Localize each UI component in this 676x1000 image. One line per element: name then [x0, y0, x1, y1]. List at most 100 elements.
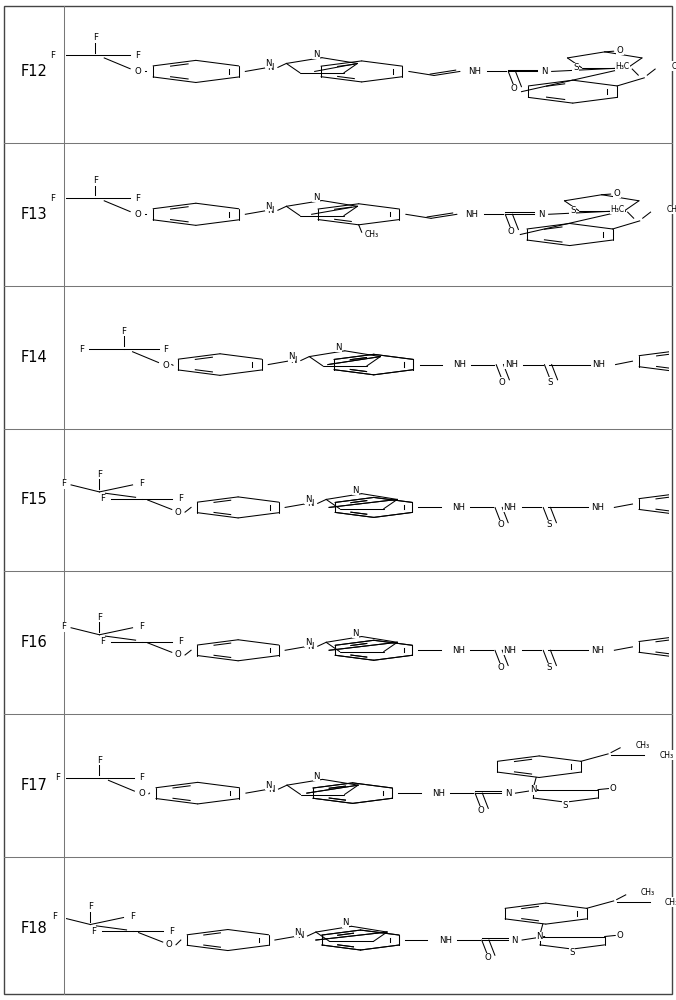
Text: CH₃: CH₃: [659, 751, 673, 760]
Text: F: F: [88, 902, 93, 911]
Text: N: N: [288, 352, 295, 361]
Text: F: F: [163, 345, 168, 354]
Text: F: F: [61, 479, 66, 488]
Text: NH: NH: [504, 503, 516, 512]
Text: F16: F16: [20, 635, 47, 650]
Text: NH: NH: [452, 503, 465, 512]
Text: N: N: [307, 642, 314, 651]
Text: F: F: [79, 345, 84, 354]
Text: F17: F17: [20, 778, 47, 793]
Text: O: O: [166, 940, 172, 949]
Text: CH₃: CH₃: [665, 898, 676, 907]
Text: N: N: [290, 356, 297, 365]
Text: O: O: [485, 953, 491, 962]
Text: CH₃: CH₃: [641, 888, 655, 897]
Text: F: F: [97, 470, 102, 479]
Text: F: F: [100, 637, 105, 646]
Text: N: N: [268, 785, 274, 794]
Text: F: F: [139, 479, 144, 488]
Text: CH₃: CH₃: [365, 230, 379, 239]
Text: O: O: [134, 210, 141, 219]
Text: N: N: [312, 193, 319, 202]
Text: N: N: [505, 789, 512, 798]
Text: O: O: [478, 806, 485, 815]
Text: N: N: [297, 931, 304, 940]
Text: O: O: [134, 67, 141, 76]
Text: O: O: [499, 378, 506, 387]
Text: F: F: [51, 51, 55, 60]
Text: F18: F18: [20, 921, 47, 936]
Text: NH: NH: [591, 646, 604, 655]
Text: O: O: [174, 508, 181, 517]
Text: O: O: [613, 189, 620, 198]
Text: S: S: [569, 948, 575, 957]
Text: N: N: [295, 928, 301, 937]
Text: F: F: [169, 927, 174, 936]
Text: N: N: [265, 202, 272, 211]
Text: F: F: [55, 773, 59, 782]
Text: F: F: [51, 912, 57, 921]
Text: N: N: [352, 629, 359, 638]
Text: NH: NH: [505, 360, 518, 369]
Text: NH: NH: [454, 360, 466, 369]
Text: F13: F13: [20, 207, 47, 222]
Text: F: F: [91, 927, 96, 936]
Text: H₃C: H₃C: [610, 205, 625, 214]
Text: F14: F14: [20, 350, 47, 365]
Text: NH: NH: [466, 210, 479, 219]
Text: N: N: [352, 486, 359, 495]
Text: N: N: [307, 499, 314, 508]
Text: F: F: [51, 194, 55, 203]
Text: F: F: [121, 327, 126, 336]
Text: O: O: [174, 650, 181, 659]
Text: S: S: [570, 206, 575, 215]
Text: N: N: [268, 63, 274, 72]
Text: N: N: [312, 50, 319, 59]
Text: F: F: [93, 33, 98, 42]
Text: N: N: [512, 936, 518, 945]
Text: N: N: [541, 67, 548, 76]
Text: NH: NH: [452, 646, 465, 655]
Text: F: F: [178, 494, 183, 503]
Text: N: N: [530, 785, 536, 794]
Text: N: N: [265, 59, 272, 68]
Text: H₃C: H₃C: [615, 62, 629, 71]
Text: N: N: [313, 772, 320, 781]
Text: NH: NH: [504, 646, 516, 655]
Text: CH₃: CH₃: [635, 741, 650, 750]
Text: S: S: [573, 63, 579, 72]
Text: S: S: [546, 520, 552, 529]
Text: S: S: [548, 378, 553, 387]
Text: CH₃: CH₃: [671, 62, 676, 71]
Text: F: F: [139, 773, 144, 782]
Text: N: N: [266, 781, 272, 790]
Text: N: N: [305, 495, 312, 504]
Text: S: S: [546, 663, 552, 672]
Text: O: O: [498, 663, 504, 672]
Text: F: F: [135, 194, 140, 203]
Text: N: N: [342, 918, 349, 927]
Text: NH: NH: [439, 936, 452, 945]
Text: O: O: [617, 46, 623, 55]
Text: CH₃: CH₃: [667, 205, 676, 214]
Text: N: N: [335, 343, 342, 352]
Text: F: F: [61, 622, 66, 631]
Text: O: O: [610, 784, 617, 793]
Text: F12: F12: [20, 64, 47, 79]
Text: F: F: [97, 756, 102, 765]
Text: O: O: [511, 84, 518, 93]
Text: O: O: [162, 361, 169, 370]
Text: F: F: [93, 176, 98, 185]
Text: NH: NH: [591, 503, 604, 512]
Text: F: F: [100, 494, 105, 503]
Text: F: F: [97, 613, 102, 622]
Text: O: O: [498, 520, 504, 529]
Text: N: N: [538, 210, 545, 219]
Text: F: F: [130, 912, 135, 921]
Text: NH: NH: [433, 789, 445, 798]
Text: N: N: [268, 206, 274, 215]
Text: F: F: [178, 637, 183, 646]
Text: F: F: [139, 622, 144, 631]
Text: F15: F15: [20, 492, 47, 508]
Text: S: S: [563, 801, 569, 810]
